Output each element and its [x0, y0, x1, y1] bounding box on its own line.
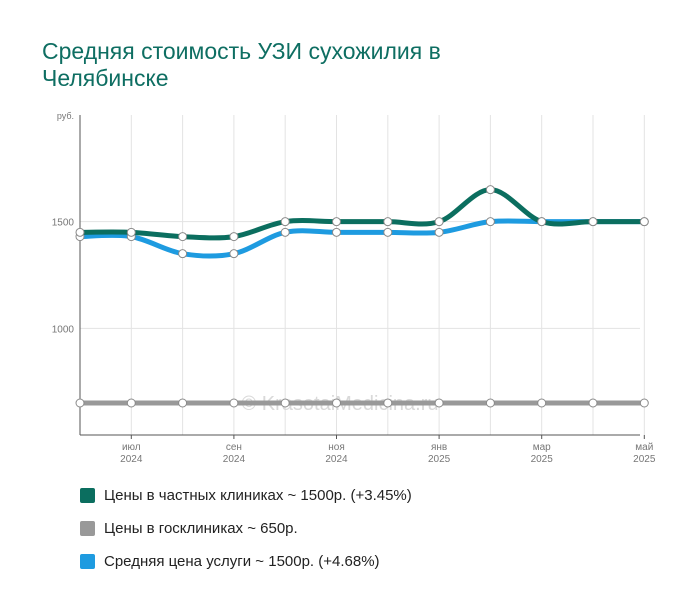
series-private-point [434, 217, 444, 227]
legend-label-private: Цены в частных клиниках ~ 1500р. (+3.45%… [104, 486, 412, 504]
series-public-point [229, 398, 239, 408]
chart-legend: Цены в частных клиниках ~ 1500р. (+3.45%… [80, 484, 412, 583]
series-private-point [639, 217, 649, 227]
series-private-point [229, 232, 239, 242]
legend-item-average[interactable]: Средняя цена услуги ~ 1500р. (+4.68%) [80, 550, 412, 572]
x-tick-month: май [635, 442, 653, 453]
series-private-point [75, 227, 85, 237]
series-lines [75, 185, 649, 408]
series-public-point [639, 398, 649, 408]
grid-lines [79, 115, 645, 435]
x-tick-year: 2024 [120, 454, 143, 465]
series-private-point [588, 217, 598, 227]
legend-item-public[interactable]: Цены в госклиниках ~ 650р. [80, 517, 412, 539]
series-public-point [126, 398, 136, 408]
series-public-point [485, 398, 495, 408]
legend-swatch-private [80, 487, 95, 503]
series-public-point [75, 398, 85, 408]
series-average-point [178, 249, 188, 259]
legend-swatch-public [80, 520, 95, 536]
series-average-point [229, 249, 239, 259]
series-private-point [537, 217, 547, 227]
series-public [75, 398, 649, 408]
chart-title: Средняя стоимость УЗИ сухожилия в Челяби… [42, 38, 441, 91]
series-private-point [332, 217, 341, 227]
series-private-point [126, 227, 136, 237]
y-tick-label: 1500 [52, 218, 75, 229]
x-tick-year: 2024 [223, 454, 246, 465]
tick-labels: 10001500руб.июл2024сен2024ноя2024янв2025… [52, 111, 656, 465]
x-tick-month: янв [431, 442, 447, 453]
x-tick-year: 2025 [531, 454, 554, 465]
series-private-point [383, 217, 393, 227]
series-public-point [537, 398, 547, 408]
chart-axes [79, 115, 645, 439]
legend-label-average: Средняя цена услуги ~ 1500р. (+4.68%) [104, 552, 380, 570]
legend-label-public: Цены в госклиниках ~ 650р. [104, 519, 298, 537]
series-average-point [485, 217, 495, 227]
series-public-point [434, 398, 444, 408]
series-private [75, 185, 649, 242]
series-public-point [588, 398, 598, 408]
series-private-point [280, 217, 290, 227]
series-average-point [332, 227, 341, 237]
x-tick-month: сен [226, 442, 242, 453]
x-tick-year: 2025 [633, 454, 656, 465]
y-unit-label: руб. [57, 111, 74, 121]
legend-item-private[interactable]: Цены в частных клиниках ~ 1500р. (+3.45%… [80, 484, 412, 506]
series-average-point [383, 227, 393, 237]
legend-swatch-average [80, 553, 95, 569]
y-tick-label: 1000 [52, 324, 75, 335]
series-public-point [332, 398, 341, 408]
series-public-point [178, 398, 188, 408]
series-public-point [383, 398, 393, 408]
series-private-point [485, 185, 495, 195]
x-tick-month: ноя [328, 442, 345, 453]
x-tick-year: 2024 [325, 454, 348, 465]
series-private-point [178, 232, 188, 242]
x-tick-month: июл [122, 442, 141, 453]
series-average-point [280, 227, 290, 237]
series-average-point [434, 227, 444, 237]
x-tick-year: 2025 [428, 454, 451, 465]
x-tick-month: мар [533, 442, 551, 453]
series-public-point [280, 398, 290, 408]
